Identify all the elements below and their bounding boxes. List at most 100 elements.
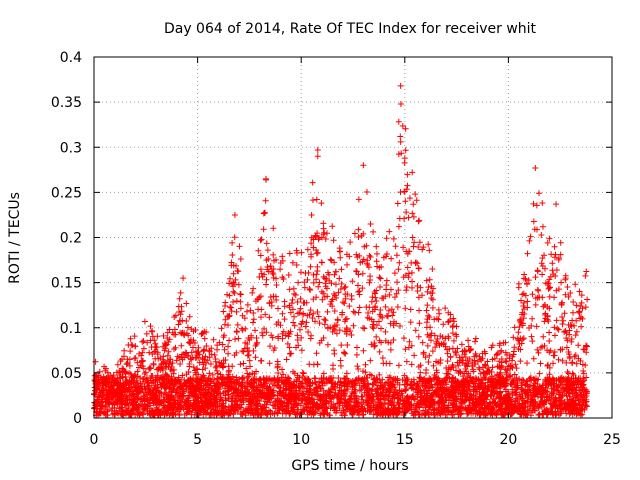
- data-point: [387, 346, 394, 353]
- data-point: [356, 252, 363, 259]
- data-point: [489, 364, 496, 371]
- data-point: [351, 230, 358, 237]
- data-point: [231, 234, 238, 241]
- data-point: [336, 275, 343, 282]
- data-point: [183, 371, 190, 378]
- data-point: [551, 332, 558, 339]
- data-point: [406, 338, 413, 345]
- data-point: [360, 324, 367, 331]
- data-point: [449, 330, 456, 337]
- data-point: [267, 343, 274, 350]
- data-point: [285, 271, 292, 278]
- data-point: [186, 313, 193, 320]
- data-point: [139, 376, 146, 383]
- data-point: [455, 362, 462, 369]
- data-point: [553, 267, 560, 274]
- data-point: [430, 362, 437, 369]
- data-point: [559, 357, 566, 364]
- data-point: [546, 284, 553, 291]
- data-point: [258, 358, 265, 365]
- data-point: [290, 319, 297, 326]
- data-points: [91, 82, 591, 419]
- data-point: [294, 298, 301, 305]
- data-point: [329, 223, 336, 230]
- data-point: [553, 287, 560, 294]
- data-point: [338, 342, 345, 349]
- data-point: [403, 209, 410, 216]
- data-point: [203, 343, 210, 350]
- data-point: [229, 381, 236, 388]
- data-point: [322, 280, 329, 287]
- data-point: [279, 310, 286, 317]
- data-point: [547, 347, 554, 354]
- data-point: [301, 279, 308, 286]
- data-point: [259, 332, 266, 339]
- data-point: [532, 301, 539, 308]
- data-point: [348, 331, 355, 338]
- data-point: [386, 291, 393, 298]
- data-point: [461, 398, 468, 405]
- data-point: [321, 316, 328, 323]
- data-point: [131, 355, 138, 362]
- data-point: [453, 349, 460, 356]
- data-point: [238, 325, 245, 332]
- data-point: [415, 243, 422, 250]
- data-point: [313, 196, 320, 203]
- data-point: [257, 252, 264, 259]
- data-point: [517, 358, 524, 365]
- data-point: [230, 288, 237, 295]
- data-point: [525, 277, 532, 284]
- data-point: [569, 360, 576, 367]
- data-point: [139, 358, 146, 365]
- data-point: [361, 243, 368, 250]
- data-point: [550, 360, 557, 367]
- data-point: [221, 346, 228, 353]
- data-point: [256, 398, 263, 405]
- data-point: [429, 348, 436, 355]
- data-point: [334, 381, 341, 388]
- data-point: [401, 381, 408, 388]
- data-point: [318, 234, 325, 241]
- data-point: [368, 298, 375, 305]
- data-point: [494, 408, 501, 415]
- data-point: [509, 357, 516, 364]
- data-point: [370, 228, 377, 235]
- data-point: [427, 324, 434, 331]
- data-point: [361, 325, 368, 332]
- data-point: [422, 369, 429, 376]
- data-point: [327, 256, 334, 263]
- data-point: [568, 336, 575, 343]
- data-point: [444, 350, 451, 357]
- data-point: [316, 234, 323, 241]
- data-point: [250, 316, 257, 323]
- data-point: [516, 317, 523, 324]
- data-point: [344, 341, 351, 348]
- data-point: [291, 313, 298, 320]
- data-point: [331, 271, 338, 278]
- data-point: [96, 368, 103, 375]
- data-point: [356, 382, 363, 389]
- data-point: [228, 398, 235, 405]
- data-point: [342, 295, 349, 302]
- data-point: [119, 365, 126, 372]
- data-point: [286, 286, 293, 293]
- data-point: [320, 220, 327, 227]
- data-point: [201, 335, 208, 342]
- data-point: [583, 342, 590, 349]
- data-point: [395, 266, 402, 273]
- data-point: [209, 371, 216, 378]
- data-point: [302, 393, 309, 400]
- data-point: [583, 374, 590, 381]
- data-point: [332, 281, 339, 288]
- data-point: [297, 269, 304, 276]
- data-point: [178, 303, 185, 310]
- data-point: [126, 356, 133, 363]
- data-point: [573, 302, 580, 309]
- data-point: [402, 147, 409, 154]
- data-point: [450, 322, 457, 329]
- data-point: [515, 280, 522, 287]
- data-point: [412, 327, 419, 334]
- data-point: [544, 239, 551, 246]
- data-point: [225, 313, 232, 320]
- data-point: [545, 318, 552, 325]
